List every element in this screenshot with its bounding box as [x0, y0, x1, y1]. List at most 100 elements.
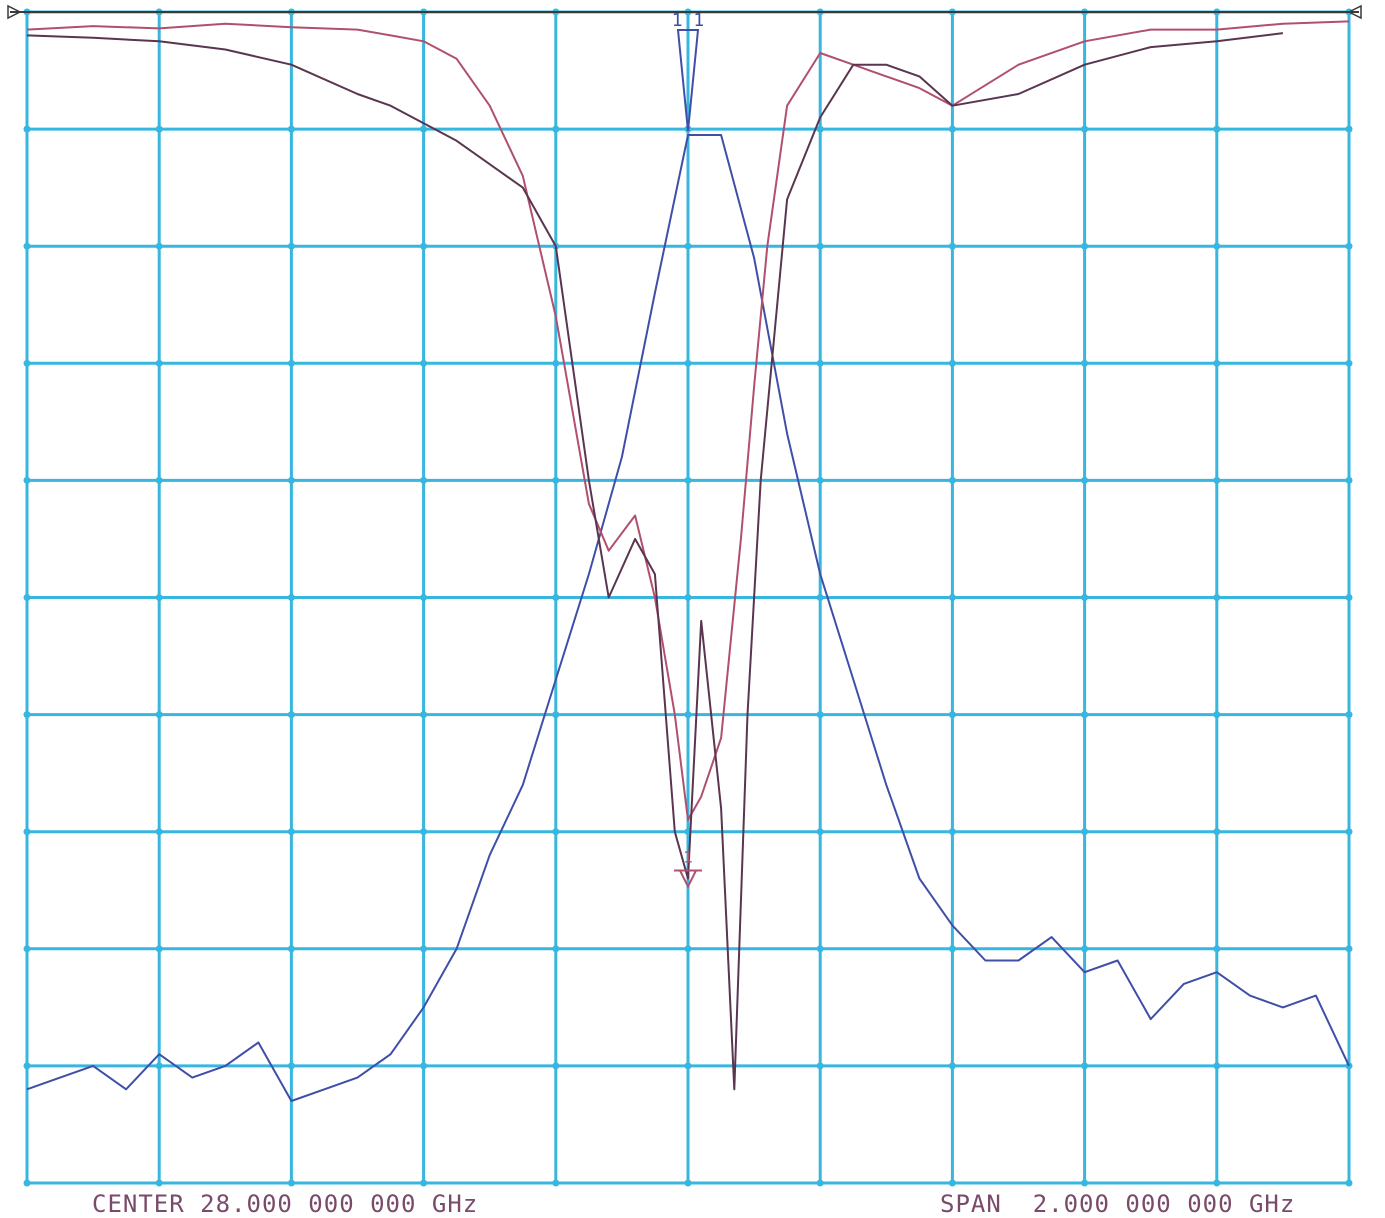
grid-dot — [420, 476, 428, 484]
grid-dot — [420, 242, 428, 250]
grid-dot — [1345, 594, 1353, 601]
grid-dot — [552, 1062, 560, 1070]
center-frequency-label: CENTER 28.000 000 000 GHz — [92, 1190, 479, 1218]
grid-dot — [1345, 945, 1353, 953]
span-frequency-label: SPAN 2.000 000 000 GHz — [940, 1190, 1296, 1218]
grid-dot — [23, 1179, 31, 1187]
grid-dot — [420, 359, 428, 367]
grid-dot — [287, 476, 295, 484]
grid-dot — [1081, 476, 1089, 484]
grid-dot — [155, 828, 163, 836]
grid-dot — [420, 945, 428, 953]
trace-transmission — [26, 134, 1350, 1102]
grid-dot — [23, 476, 31, 484]
grid-dot — [155, 476, 163, 484]
grid-dot — [816, 1179, 824, 1187]
grid-dot — [948, 945, 956, 953]
grid-dot — [1081, 242, 1089, 250]
grid-dot — [1213, 242, 1221, 250]
grid-dot — [552, 594, 560, 601]
grid-dot — [684, 359, 692, 367]
grid-dot — [552, 828, 560, 836]
grid-dot — [155, 711, 163, 719]
grid-dot — [1345, 242, 1353, 250]
grid-dot — [1081, 1179, 1089, 1187]
grid-dot — [684, 1062, 692, 1070]
grid-dot — [816, 828, 824, 836]
grid-dot — [287, 828, 295, 836]
grid-dot — [948, 242, 956, 250]
grid-dot — [816, 711, 824, 719]
grid-dot — [420, 1062, 428, 1070]
grid-dot — [1213, 711, 1221, 719]
grid-dot — [816, 476, 824, 484]
grid-dot — [684, 1179, 692, 1187]
grid-dot — [155, 945, 163, 953]
grid-dot — [684, 711, 692, 719]
grid-dot — [816, 945, 824, 953]
grid-dot — [1081, 711, 1089, 719]
grid-dot — [1213, 359, 1221, 367]
grid-dot — [23, 359, 31, 367]
grid-dot — [287, 594, 295, 601]
grid-dot — [684, 945, 692, 953]
grid-dot — [420, 1179, 428, 1187]
grid-dot — [816, 1062, 824, 1070]
grid-dot — [1081, 1062, 1089, 1070]
grid-dot — [23, 125, 31, 133]
grid-dot — [1081, 125, 1089, 133]
reference-left-arrow-icon — [7, 4, 22, 20]
marker-label-top: 1 1 — [672, 10, 705, 31]
grid-dot — [1213, 476, 1221, 484]
grid-dot — [1213, 1062, 1221, 1070]
grid-dot — [684, 594, 692, 601]
grid-dot — [23, 242, 31, 250]
grid-dot — [23, 711, 31, 719]
grid-dot — [816, 125, 824, 133]
grid-dot — [23, 945, 31, 953]
grid-dot — [1081, 828, 1089, 836]
grid-dot — [816, 242, 824, 250]
grid-dot — [1345, 125, 1353, 133]
grid-dot — [23, 594, 31, 601]
grid-dot — [1081, 945, 1089, 953]
grid-dot — [684, 476, 692, 484]
grid-dot — [552, 125, 560, 133]
grid-dot — [1081, 594, 1089, 601]
grid-dot — [552, 711, 560, 719]
grid-dot — [23, 828, 31, 836]
grid-dot — [1345, 828, 1353, 836]
marker-label-low: 1 — [683, 848, 693, 867]
grid-dot — [1213, 1179, 1221, 1187]
grid-dot — [1213, 828, 1221, 836]
grid-dot — [155, 594, 163, 601]
grid-dot — [155, 1062, 163, 1070]
grid-dot — [948, 1062, 956, 1070]
grid-dot — [23, 1062, 31, 1070]
grid-dot — [552, 1179, 560, 1187]
grid-dot — [1345, 476, 1353, 484]
grid-dot — [1213, 125, 1221, 133]
reference-right-arrow-icon — [1347, 4, 1362, 20]
grid-dot — [948, 594, 956, 601]
grid-dot — [552, 476, 560, 484]
grid-dot — [948, 359, 956, 367]
grid-dot — [1345, 359, 1353, 367]
grid-dot — [1213, 945, 1221, 953]
grid-dot — [287, 945, 295, 953]
grid-dot — [552, 359, 560, 367]
trace-reflection_b — [26, 32, 1284, 1091]
grid-dot — [948, 476, 956, 484]
grid-dot — [1081, 359, 1089, 367]
grid-dot — [552, 945, 560, 953]
grid-dot — [287, 125, 295, 133]
grid-dot — [948, 711, 956, 719]
grid-dot — [684, 242, 692, 250]
grid-dot — [948, 1179, 956, 1187]
grid-dot — [816, 359, 824, 367]
trace-reflection_a — [26, 20, 1350, 821]
grid-dot — [287, 242, 295, 250]
grid-dot — [420, 125, 428, 133]
marker-triangle-low-icon — [678, 869, 698, 889]
grid-dot — [948, 828, 956, 836]
